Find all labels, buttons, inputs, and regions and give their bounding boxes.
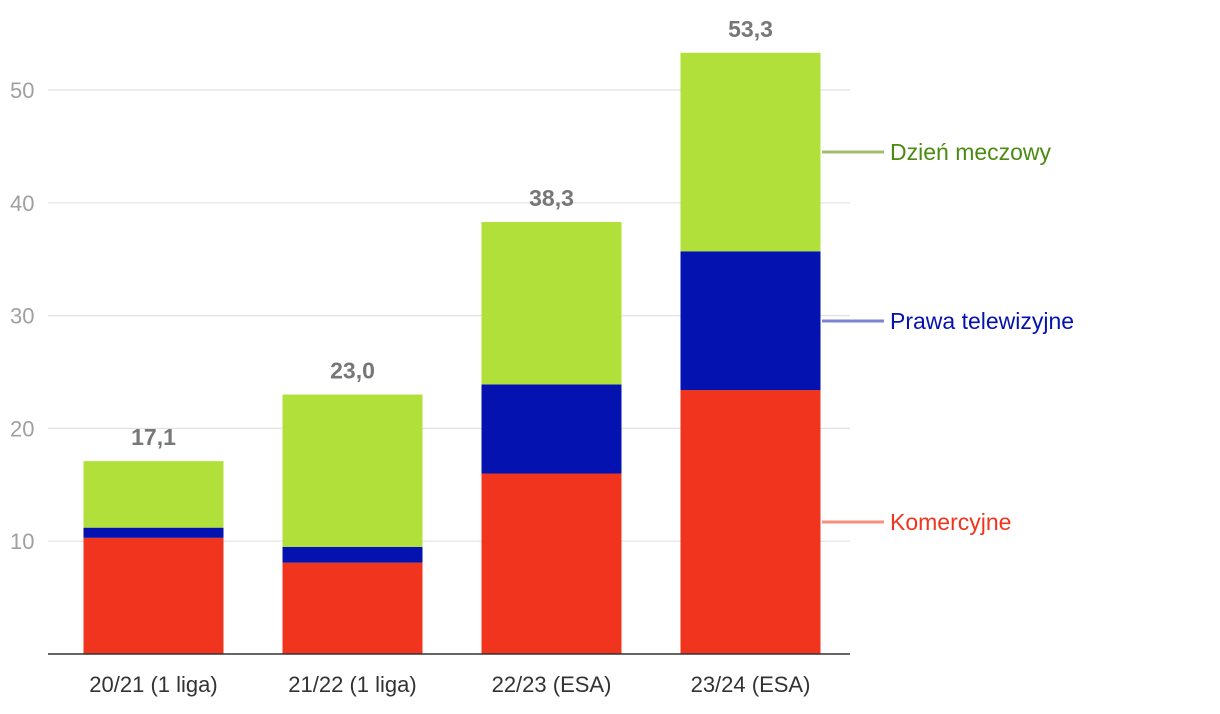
bar-prawa-telewizyjne: [680, 251, 821, 391]
x-tick-label: 20/21 (1 liga): [89, 672, 217, 697]
legend-label-prawa-telewizyjne: Prawa telewizyjne: [890, 308, 1074, 334]
x-axis-ticks: 20/21 (1 liga) 21/22 (1 liga) 22/23 (ESA) 2…: [89, 672, 810, 697]
x-tick-label: 21/22 (1 liga): [288, 672, 416, 697]
bar-prawa-telewizyjne: [481, 384, 622, 474]
y-tick-label: 20: [10, 416, 34, 441]
legend-label-komercyjne: Komercyjne: [890, 509, 1011, 535]
bar-dzien-meczowy: [481, 221, 622, 385]
bar-prawa-telewizyjne: [282, 546, 423, 563]
x-tick-label: 23/24 (ESA): [691, 672, 811, 697]
y-tick-label: 50: [10, 78, 34, 103]
y-tick-label: 30: [10, 304, 34, 329]
total-labels: 17,1 23,0 38,3 53,3: [131, 16, 773, 450]
bar-dzien-meczowy: [83, 461, 224, 528]
total-label: 17,1: [131, 424, 176, 450]
bar-komercyjne: [481, 473, 622, 654]
total-label: 53,3: [728, 16, 773, 42]
total-label: 23,0: [330, 358, 375, 384]
bars: [83, 52, 821, 654]
legend: Komercyjne Prawa telewizyjne Dzień meczowy: [822, 139, 1074, 535]
y-axis-ticks: 10 20 30 40 50: [10, 78, 34, 554]
y-tick-label: 10: [10, 529, 34, 554]
bar-komercyjne: [282, 562, 423, 654]
bar-komercyjne: [680, 390, 821, 654]
total-label: 38,3: [529, 185, 574, 211]
legend-label-dzien-meczowy: Dzień meczowy: [890, 139, 1052, 165]
y-tick-label: 40: [10, 191, 34, 216]
bar-dzien-meczowy: [680, 52, 821, 252]
bar-komercyjne: [83, 537, 224, 654]
bar-prawa-telewizyjne: [83, 527, 224, 538]
x-tick-label: 22/23 (ESA): [492, 672, 612, 697]
bar-dzien-meczowy: [282, 394, 423, 547]
